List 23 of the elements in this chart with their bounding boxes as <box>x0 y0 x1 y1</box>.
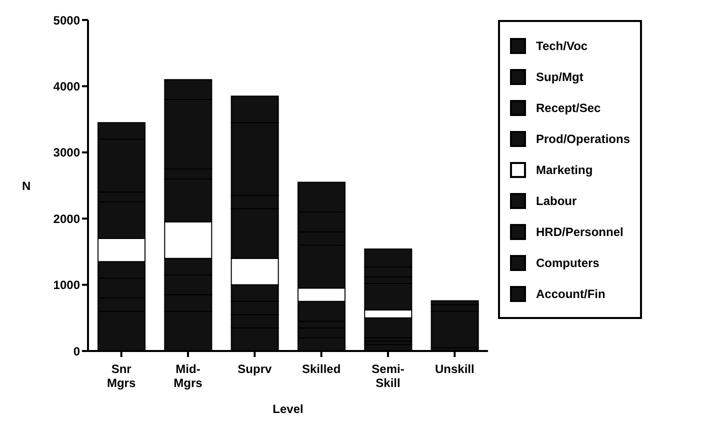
x-tick-label: Snr Mgrs <box>106 362 136 390</box>
x-tick-label: Skilled <box>302 362 341 376</box>
legend-label: HRD/Personnel <box>536 224 624 238</box>
legend-label: Labour <box>536 194 577 208</box>
y-axis-title: N <box>22 178 31 193</box>
legend-label: Account/Fin <box>536 286 606 300</box>
legend-label: Recept/Sec <box>536 100 601 114</box>
legend-label: Sup/Mgt <box>536 70 584 84</box>
y-tick-label: 3000 <box>53 146 80 160</box>
y-tick-label: 4000 <box>53 79 80 94</box>
x-tick-label: Suprv <box>238 362 272 376</box>
x-tick-label: Unskill <box>434 362 474 376</box>
legend-label: Marketing <box>536 162 593 176</box>
legend-label: Computers <box>536 256 600 270</box>
y-tick-label: 1000 <box>53 278 80 292</box>
x-axis-title: Level <box>272 402 304 416</box>
x-tick-label: Mid- Mgrs <box>174 362 203 390</box>
legend-label: Prod/Operations <box>536 132 630 146</box>
legend-label: Tech/Voc <box>536 38 588 52</box>
y-tick-label: 2000 <box>53 212 80 226</box>
x-tick-label: Semi- Skill <box>372 362 404 390</box>
y-tick-label: 5000 <box>53 13 80 28</box>
y-tick-label: 0 <box>73 344 80 358</box>
